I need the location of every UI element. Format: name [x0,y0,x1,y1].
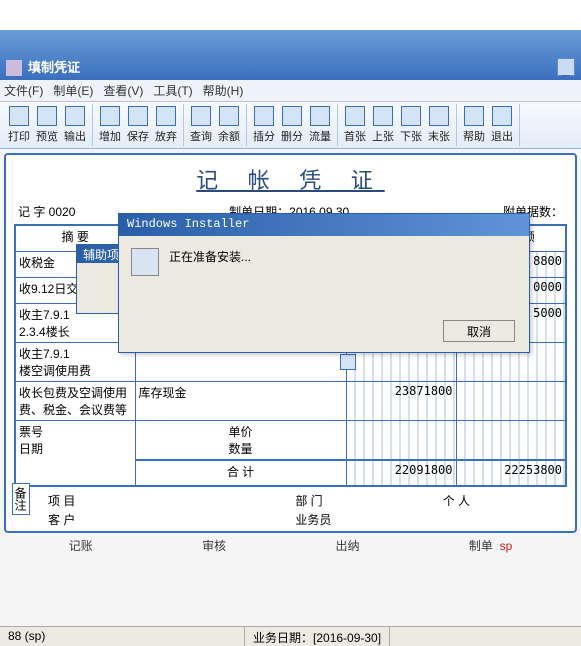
search-icon [191,106,211,126]
menu-tool[interactable]: 工具(T) [153,82,192,99]
preview-icon [37,106,57,126]
tb-first[interactable]: 首张 [341,104,369,146]
status-left: 88 (sp) [0,627,245,646]
tb-flow[interactable]: 流量 [306,104,334,146]
remark-label: 备注 [12,483,30,515]
tb-print[interactable]: 打印 [5,104,33,146]
print-icon [9,106,29,126]
help-icon [464,106,484,126]
tb-preview[interactable]: 预览 [33,104,61,146]
app-icon [6,60,22,76]
first-icon [345,106,365,126]
tb-last[interactable]: 末张 [425,104,453,146]
foot-labels: 项 目 部 门 个 人 客 户 业务员 [36,487,567,533]
total-debit: 22091800 [346,460,456,486]
prev-icon [373,106,393,126]
save-icon [128,106,148,126]
installer-cancel-button[interactable]: 取消 [443,320,515,342]
total-label: 合 计 [135,460,346,486]
table-row[interactable]: 收长包费及空调使用 费、税金、会议费等 库存现金 23871800 [15,381,566,420]
title-bar: 填制凭证 _ [0,30,581,80]
tb-exit[interactable]: 退出 [488,104,516,146]
voucher-title: 记 帐 凭 证 [14,163,567,195]
discard-icon [156,106,176,126]
outer-strip [0,0,581,30]
installer-message: 正在准备安装... [169,248,251,265]
detail-labels: 票号 日期 [15,420,135,486]
exit-icon [492,106,512,126]
export-icon [65,106,85,126]
next-icon [401,106,421,126]
flow-icon [310,106,330,126]
menu-bar: 文件(F) 制单(E) 查看(V) 工具(T) 帮助(H) [0,80,581,102]
window-title: 填制凭证 [28,57,80,76]
insert-icon [254,106,274,126]
last-icon [429,106,449,126]
installer-icon [131,248,159,276]
detail-price: 单价 数量 [135,420,346,460]
minimize-button[interactable]: _ [557,58,575,76]
tb-add[interactable]: 增加 [96,104,124,146]
add-icon [100,106,120,126]
tb-prev[interactable]: 上张 [369,104,397,146]
status-bar: 88 (sp) 业务日期：[2016-09-30] [0,626,581,646]
tb-query[interactable]: 查询 [187,104,215,146]
total-credit: 22253800 [456,460,566,486]
installer-dialog: Windows Installer 正在准备安装... 取消 [118,213,530,353]
signature-row: 记账 审核 出纳 制单 sp [14,533,567,558]
tb-export[interactable]: 输出 [61,104,89,146]
tb-next[interactable]: 下张 [397,104,425,146]
magnify-icon[interactable] [340,354,356,370]
menu-edit[interactable]: 制单(E) [53,82,93,99]
menu-help[interactable]: 帮助(H) [203,82,244,99]
installer-title: Windows Installer [119,214,529,236]
toolbar: 打印 预览 输出 增加 保存 放弃 查询 余额 插分 删分 流量 首张 上张 下… [0,102,581,149]
menu-view[interactable]: 查看(V) [103,82,143,99]
tb-insline[interactable]: 插分 [250,104,278,146]
tb-save[interactable]: 保存 [124,104,152,146]
tb-delline[interactable]: 删分 [278,104,306,146]
delete-icon [282,106,302,126]
tb-balance[interactable]: 余额 [215,104,243,146]
tb-help[interactable]: 帮助 [460,104,488,146]
status-right: 业务日期：[2016-09-30] [245,627,390,646]
balance-icon [219,106,239,126]
tb-discard[interactable]: 放弃 [152,104,180,146]
menu-file[interactable]: 文件(F) [4,82,43,99]
voucher-no: 记 字 0020 [18,203,75,220]
